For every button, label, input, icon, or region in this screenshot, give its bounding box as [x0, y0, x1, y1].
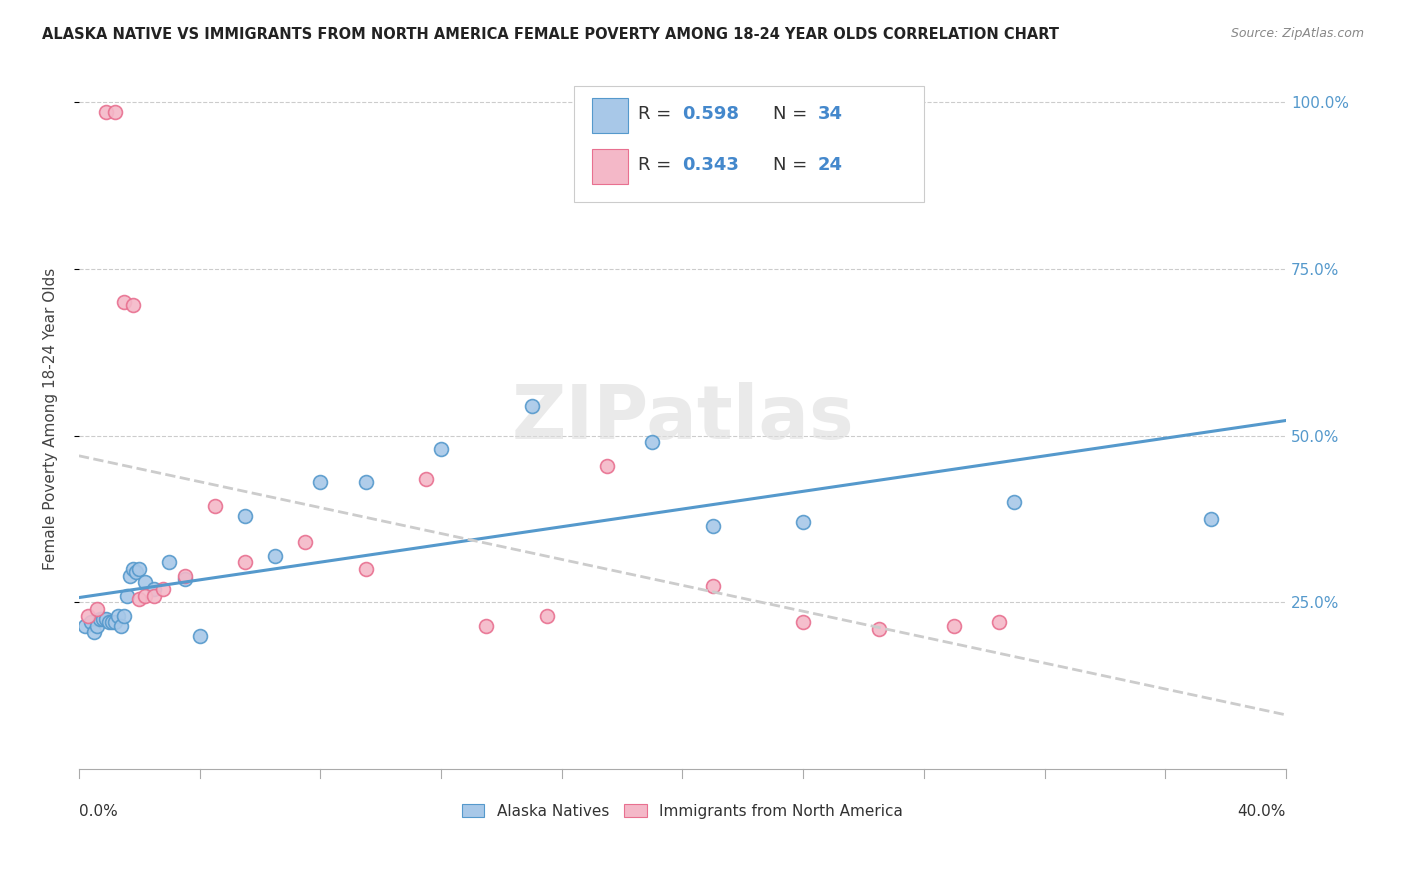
Point [112, 608, 135, 623]
Point [943, 619, 966, 633]
Text: N =: N = [773, 156, 813, 174]
Text: R =: R = [638, 105, 676, 123]
Point [134, 589, 156, 603]
Point [83, 625, 105, 640]
Text: N =: N = [773, 105, 813, 123]
Point [120, 568, 142, 582]
Point [204, 499, 226, 513]
Point [107, 608, 129, 623]
Point [792, 615, 814, 630]
Point [143, 589, 166, 603]
Point [112, 295, 135, 310]
Text: R =: R = [638, 156, 676, 174]
Point [641, 435, 664, 450]
Point [91, 612, 114, 626]
Point [309, 475, 332, 490]
Point [80, 615, 103, 630]
Text: 34: 34 [818, 105, 842, 123]
Point [110, 619, 132, 633]
Text: 40.0%: 40.0% [1237, 805, 1286, 820]
Text: 0.343: 0.343 [682, 156, 740, 174]
Point [101, 615, 124, 630]
Point [792, 516, 814, 530]
Text: 24: 24 [818, 156, 842, 174]
Point [128, 562, 150, 576]
Point [520, 399, 543, 413]
Text: ZIPatlas: ZIPatlas [512, 383, 853, 456]
Point [1199, 512, 1222, 526]
Text: 0.0%: 0.0% [79, 805, 118, 820]
Point [143, 582, 166, 596]
Point [122, 298, 145, 312]
Bar [592, 149, 628, 184]
Legend: Alaska Natives, Immigrants from North America: Alaska Natives, Immigrants from North Am… [456, 797, 910, 825]
Point [1002, 495, 1025, 509]
Point [702, 579, 724, 593]
Point [988, 615, 1011, 630]
Point [94, 104, 117, 119]
Point [86, 602, 108, 616]
Point [536, 608, 558, 623]
FancyBboxPatch shape [574, 86, 924, 202]
Point [89, 612, 111, 626]
Point [173, 568, 195, 582]
Point [264, 549, 287, 563]
Point [188, 629, 211, 643]
Point [94, 612, 117, 626]
Point [294, 535, 316, 549]
Point [115, 589, 138, 603]
Y-axis label: Female Poverty Among 18-24 Year Olds: Female Poverty Among 18-24 Year Olds [44, 268, 58, 570]
Point [475, 619, 498, 633]
Point [122, 562, 145, 576]
Point [125, 566, 148, 580]
Point [354, 562, 377, 576]
Point [868, 622, 890, 636]
Point [415, 472, 437, 486]
Point [73, 619, 96, 633]
Text: ALASKA NATIVE VS IMMIGRANTS FROM NORTH AMERICA FEMALE POVERTY AMONG 18-24 YEAR O: ALASKA NATIVE VS IMMIGRANTS FROM NORTH A… [42, 27, 1059, 42]
Point [159, 555, 181, 569]
Bar [592, 98, 628, 133]
Text: 0.598: 0.598 [682, 105, 740, 123]
Point [354, 475, 377, 490]
Point [596, 458, 619, 473]
Point [98, 615, 121, 630]
Point [152, 582, 174, 596]
Point [86, 619, 108, 633]
Point [128, 592, 150, 607]
Point [233, 555, 256, 569]
Point [173, 572, 195, 586]
Point [233, 508, 256, 523]
Point [134, 575, 156, 590]
Point [77, 608, 100, 623]
Point [104, 104, 127, 119]
Point [702, 518, 724, 533]
Point [430, 442, 453, 456]
Point [104, 615, 127, 630]
Text: Source: ZipAtlas.com: Source: ZipAtlas.com [1230, 27, 1364, 40]
